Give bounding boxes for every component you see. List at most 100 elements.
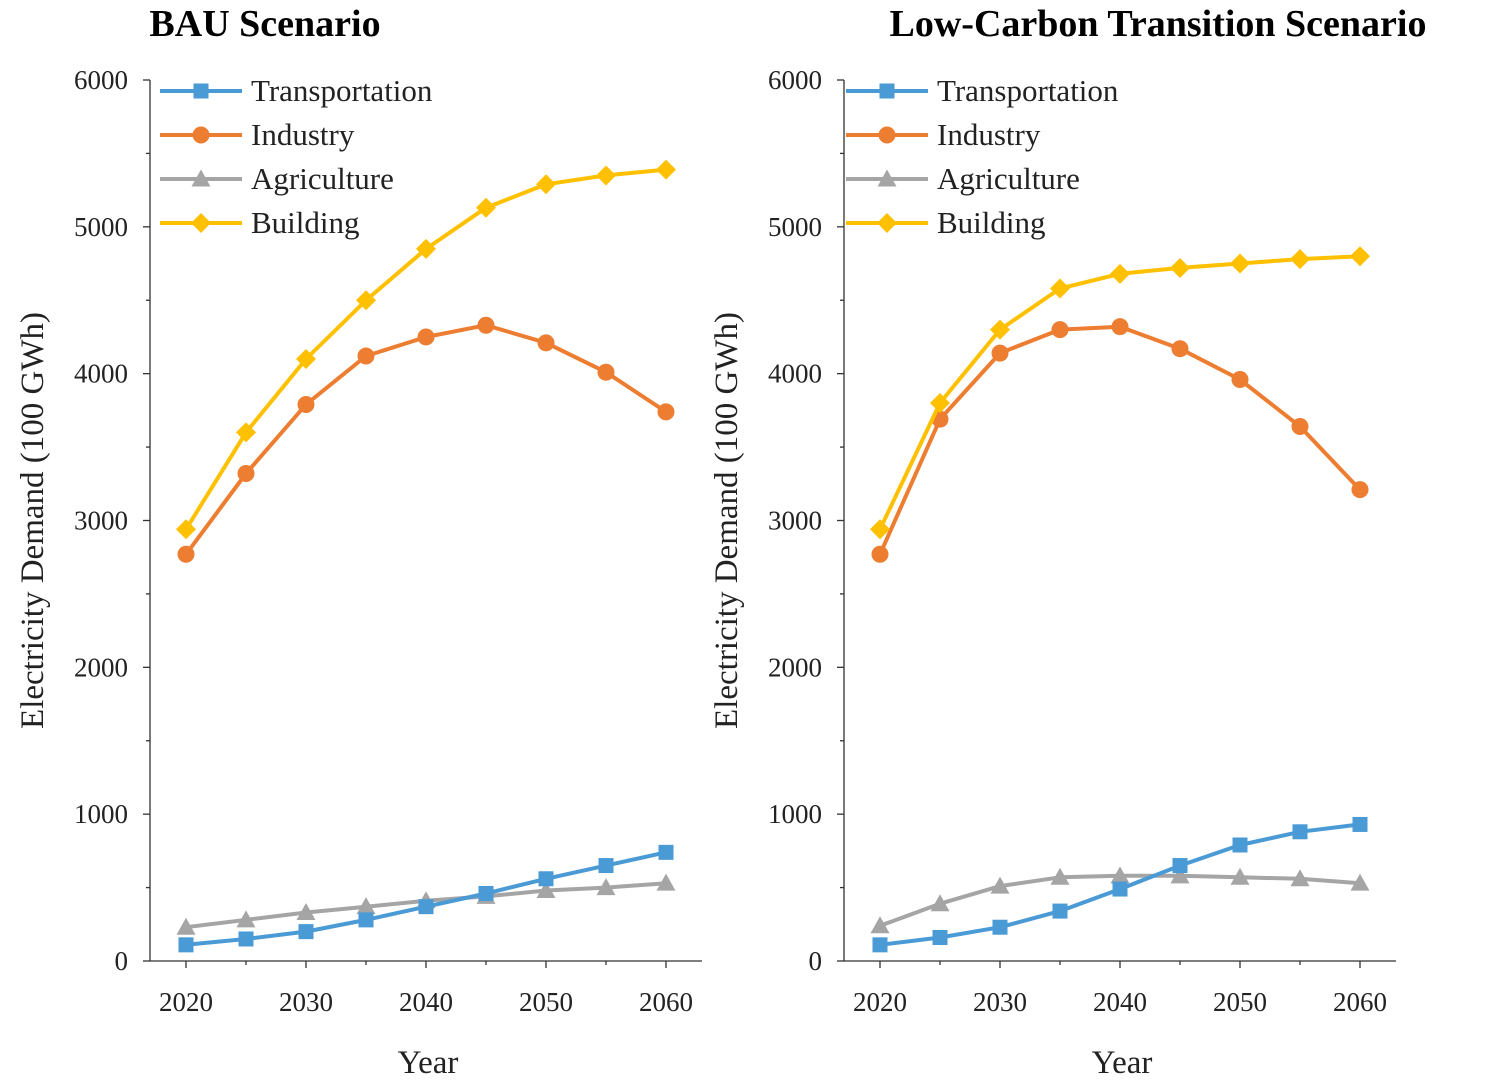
data-point-building bbox=[1110, 263, 1130, 284]
series-building bbox=[870, 246, 1370, 540]
y-tick-label: 4000 bbox=[74, 359, 128, 389]
x-axis-label: Year bbox=[1092, 1045, 1153, 1081]
data-point-transportation bbox=[298, 924, 314, 940]
x-tick-label: 2030 bbox=[973, 987, 1027, 1017]
legend-marker bbox=[192, 126, 210, 144]
data-point-agriculture bbox=[296, 903, 316, 921]
legend-label: Transportation bbox=[251, 73, 433, 108]
data-point-agriculture bbox=[1170, 866, 1190, 884]
data-point-industry bbox=[177, 545, 195, 563]
data-point-building bbox=[236, 422, 256, 443]
chart-panel-2: Low-Carbon Transition Scenario 0 1000 2000 3… bbox=[709, 3, 1426, 1081]
data-point-transportation bbox=[538, 871, 554, 887]
data-point-building bbox=[536, 174, 556, 195]
legend: Transportation Industry Agriculture Buildin… bbox=[846, 73, 1119, 240]
data-point-industry bbox=[357, 347, 375, 365]
data-point-industry bbox=[991, 344, 1009, 362]
y-tick-label: 1000 bbox=[768, 799, 822, 829]
x-tick-label: 2020 bbox=[853, 987, 907, 1017]
legend-label: Transportation bbox=[937, 73, 1119, 108]
series-industry bbox=[177, 316, 675, 563]
data-point-industry bbox=[1351, 481, 1369, 499]
x-tick-label: 2040 bbox=[399, 987, 453, 1017]
data-point-transportation bbox=[1172, 858, 1188, 874]
legend-label: Agriculture bbox=[251, 161, 394, 196]
data-point-transportation bbox=[992, 919, 1008, 935]
data-point-building bbox=[930, 393, 950, 414]
data-point-agriculture bbox=[1050, 867, 1070, 885]
x-tick-label: 2050 bbox=[519, 987, 573, 1017]
y-tick-label: 5000 bbox=[74, 212, 128, 242]
data-point-transportation bbox=[1052, 903, 1068, 919]
x-tick-label: 2060 bbox=[1333, 987, 1387, 1017]
data-point-industry bbox=[477, 316, 495, 334]
legend-marker bbox=[191, 213, 211, 233]
data-point-building bbox=[1350, 246, 1370, 267]
series-building bbox=[176, 159, 676, 540]
data-point-agriculture bbox=[870, 916, 890, 934]
legend-label: Industry bbox=[251, 117, 355, 152]
data-point-industry bbox=[1291, 418, 1309, 436]
y-tick-label: 6000 bbox=[74, 65, 128, 95]
data-point-agriculture bbox=[176, 917, 196, 935]
legend-label: Industry bbox=[937, 117, 1041, 152]
legend-marker bbox=[877, 213, 897, 233]
data-point-transportation bbox=[1232, 837, 1248, 853]
data-point-agriculture bbox=[1350, 873, 1370, 891]
data-point-building bbox=[596, 165, 616, 186]
data-point-building bbox=[176, 519, 196, 540]
data-point-building bbox=[296, 348, 316, 369]
y-axis-label: Electricity Demand (100 GWh) bbox=[709, 312, 745, 729]
legend-marker bbox=[193, 83, 209, 99]
data-point-agriculture bbox=[536, 881, 556, 899]
data-point-transportation bbox=[932, 930, 948, 946]
data-point-transportation bbox=[1352, 816, 1368, 832]
data-point-agriculture bbox=[1110, 866, 1130, 884]
data-point-building bbox=[1230, 253, 1250, 274]
data-point-transportation bbox=[238, 931, 254, 947]
y-tick-label: 2000 bbox=[768, 652, 822, 682]
series-transportation bbox=[872, 816, 1368, 953]
data-point-building bbox=[1050, 278, 1070, 299]
y-tick-label: 3000 bbox=[768, 506, 822, 536]
series-line-industry bbox=[878, 324, 1362, 556]
y-tick-label: 2000 bbox=[74, 652, 128, 682]
chart-panel-1: BAU Scenario 0 1000 2000 3000 4000 5000 6000 202… bbox=[15, 3, 702, 1081]
data-point-industry bbox=[417, 328, 435, 346]
data-point-transportation bbox=[1292, 824, 1308, 840]
x-tick-label: 2040 bbox=[1093, 987, 1147, 1017]
chart-title: Low-Carbon Transition Scenario bbox=[890, 3, 1427, 45]
data-point-building bbox=[416, 238, 436, 259]
legend-marker bbox=[879, 83, 895, 99]
y-tick-label: 0 bbox=[809, 946, 823, 976]
data-point-transportation bbox=[1112, 881, 1128, 897]
data-point-building bbox=[870, 519, 890, 540]
data-point-industry bbox=[237, 465, 255, 483]
data-point-industry bbox=[1171, 340, 1189, 358]
legend-marker bbox=[878, 126, 896, 144]
y-axis-label: Electricity Demand (100 GWh) bbox=[15, 312, 51, 729]
series-transportation bbox=[178, 844, 674, 953]
data-point-building bbox=[356, 290, 376, 311]
data-point-building bbox=[656, 159, 676, 180]
data-point-industry bbox=[597, 363, 615, 381]
legend-marker bbox=[877, 169, 897, 187]
data-point-agriculture bbox=[930, 894, 950, 912]
series-industry bbox=[871, 318, 1369, 563]
data-point-industry bbox=[1111, 318, 1129, 336]
series-agriculture bbox=[870, 866, 1370, 934]
y-tick-label: 1000 bbox=[74, 799, 128, 829]
data-point-agriculture bbox=[596, 878, 616, 896]
data-point-agriculture bbox=[1230, 867, 1250, 885]
data-point-transportation bbox=[478, 885, 494, 901]
data-point-building bbox=[1290, 249, 1310, 270]
data-point-building bbox=[990, 319, 1010, 340]
data-point-transportation bbox=[598, 858, 614, 874]
data-point-transportation bbox=[658, 844, 674, 860]
y-tick-label: 3000 bbox=[74, 506, 128, 536]
data-point-industry bbox=[1231, 371, 1249, 389]
y-tick-label: 0 bbox=[115, 946, 129, 976]
x-tick-label: 2050 bbox=[1213, 987, 1267, 1017]
y-tick-label: 5000 bbox=[768, 212, 822, 242]
